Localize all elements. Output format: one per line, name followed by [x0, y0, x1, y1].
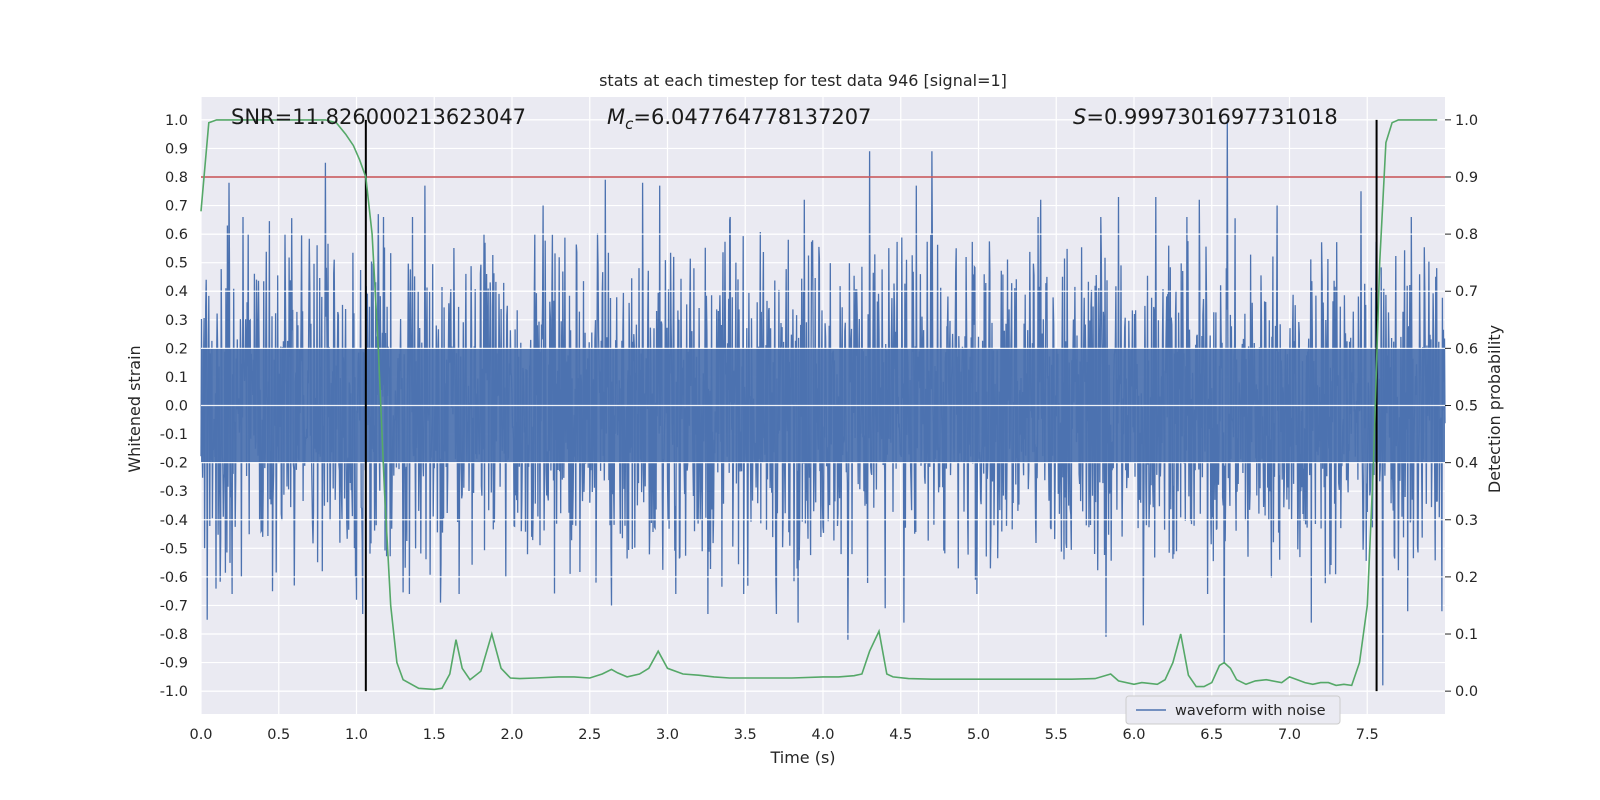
y-tick-label: -0.9: [160, 656, 188, 672]
y-tick-label: 0.4: [165, 284, 188, 300]
x-tick-label: 6.5: [1200, 727, 1223, 743]
chirp-mass-symbol: M: [607, 105, 625, 129]
y-tick-label: -0.8: [160, 627, 188, 643]
y-tick-label: -0.1: [160, 427, 188, 443]
detection-probability-line: [200, 119, 1438, 691]
y-axis-right-label: Detection probability: [1485, 325, 1504, 493]
x-tick-label: 2.5: [578, 727, 601, 743]
score-annotation: S=0.9997301697731018: [1073, 105, 1338, 129]
y-tick-label: 0.7: [165, 199, 188, 215]
x-tick-label: 2.0: [500, 727, 523, 743]
y-right-tick-label: 0.6: [1455, 341, 1478, 357]
x-tick-label: 1.5: [423, 727, 446, 743]
y-tick-label: -0.5: [160, 541, 188, 557]
y-right-tick-label: 0.2: [1455, 570, 1478, 586]
y-right-tick-label: 0.4: [1455, 456, 1478, 472]
y-right-tick-label: 0.7: [1455, 284, 1478, 300]
x-tick-label: 7.5: [1356, 727, 1379, 743]
x-tick-label: 5.0: [967, 727, 990, 743]
x-axis-label: Time (s): [769, 748, 835, 767]
x-tick-label: 5.5: [1045, 727, 1068, 743]
x-axis-ticks: 0.0 0.5 1.0 1.5 2.0 2.5 3.0 3.5 4.0 4.5 5.0 5.5 6.0 6…: [189, 727, 1378, 743]
legend: waveform with noise: [1125, 695, 1341, 725]
y-tick-label: 0.9: [165, 141, 188, 157]
y-right-tick-label: 0.8: [1455, 227, 1478, 243]
chart-title: stats at each timestep for test data 946…: [599, 71, 1007, 90]
x-tick-label: 0.0: [189, 727, 212, 743]
y-right-tick-label: 0.9: [1455, 170, 1478, 186]
y-tick-label: 0.8: [165, 170, 188, 186]
y-right-tick-label: 0.0: [1455, 684, 1478, 700]
y-tick-label: 0.1: [165, 370, 188, 386]
y-tick-label: -1.0: [160, 684, 188, 700]
legend-entry: waveform with noise: [1175, 703, 1326, 719]
y-right-tick-label: 0.5: [1455, 399, 1478, 415]
y-axis-label: Whitened strain: [125, 345, 144, 472]
chirp-mass-value: =6.047764778137207: [633, 105, 871, 129]
y-right-tick-label: 1.0: [1455, 113, 1478, 129]
legend-box: [1125, 695, 1341, 725]
y-right-tick-label: 0.3: [1455, 513, 1478, 529]
y-tick-label: 0.0: [165, 399, 188, 415]
score-value: =0.9997301697731018: [1086, 105, 1337, 129]
score-symbol: S: [1073, 105, 1086, 129]
x-tick-label: 7.0: [1278, 727, 1301, 743]
y-tick-label: -0.3: [160, 484, 188, 500]
snr-annotation: SNR=11.826000213623047: [231, 105, 526, 129]
y-tick-label: -0.2: [160, 456, 188, 472]
y-tick-label: -0.6: [160, 570, 188, 586]
x-tick-label: 4.0: [811, 727, 834, 743]
x-tick-label: 0.5: [267, 727, 290, 743]
x-tick-label: 6.0: [1122, 727, 1145, 743]
y-tick-label: 0.2: [165, 341, 188, 357]
y-tick-label: 0.5: [165, 256, 188, 272]
y-tick-label: -0.7: [160, 598, 188, 614]
y-tick-label: 1.0: [165, 113, 188, 129]
y-right-tick-label: 0.1: [1455, 627, 1478, 643]
y-axis-right-ticks: 1.0 0.9 0.8 0.7 0.6 0.5 0.4 0.3 0.2 0.1 0.0: [1445, 113, 1478, 700]
y-tick-label: 0.6: [165, 227, 188, 243]
x-tick-label: 3.5: [734, 727, 757, 743]
y-tick-label: -0.4: [160, 513, 188, 529]
y-tick-label: 0.3: [165, 313, 188, 329]
x-tick-label: 3.0: [656, 727, 679, 743]
x-tick-label: 1.0: [345, 727, 368, 743]
y-axis-ticks: 1.0 0.9 0.8 0.7 0.6 0.5 0.4 0.3 0.2 0.1 0.0 -0.1 -0.…: [160, 113, 188, 700]
x-tick-label: 4.5: [889, 727, 912, 743]
chirp-mass-annotation: Mc=6.047764778137207: [607, 105, 871, 133]
chirp-mass-subscript: c: [625, 115, 634, 133]
vertical-markers: [364, 119, 1378, 692]
